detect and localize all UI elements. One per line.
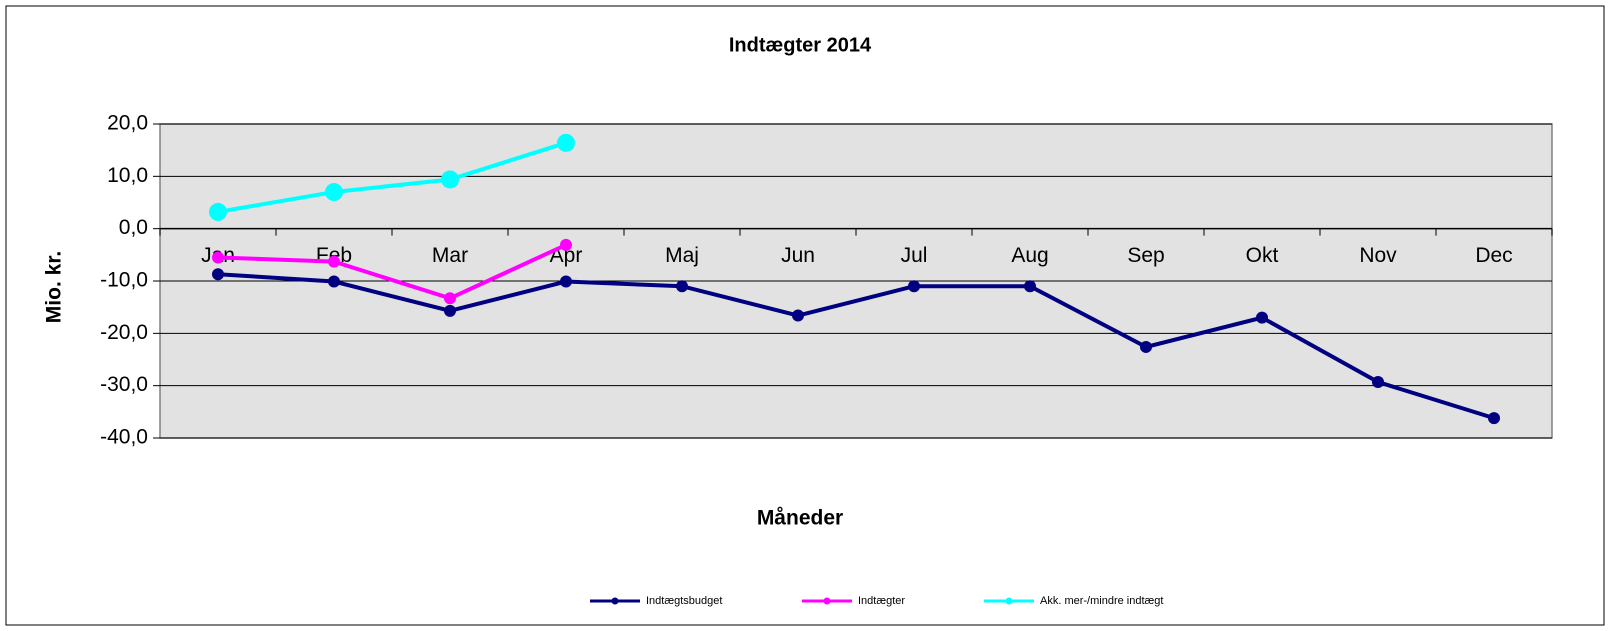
point (444, 292, 456, 305)
point (441, 170, 459, 189)
legend-marker (823, 597, 831, 605)
point (1256, 311, 1268, 324)
legend-label: Akk. mer-/mindre indtægt (1040, 595, 1163, 607)
point (328, 255, 340, 268)
point (560, 238, 572, 251)
x-tick-label: Mar (432, 244, 468, 267)
point (1488, 412, 1500, 425)
point (557, 133, 575, 152)
y-tick-label: -40,0 (100, 426, 148, 449)
point (209, 202, 227, 221)
x-tick-label: Dec (1475, 244, 1512, 267)
x-tick-label: Nov (1359, 244, 1397, 267)
y-tick-label: 0,0 (119, 216, 148, 239)
series-line (217, 243, 567, 301)
point (328, 275, 340, 288)
point (212, 251, 224, 264)
chart-title: Indtægter 2014 (729, 34, 872, 56)
point (444, 304, 456, 317)
point (325, 183, 343, 202)
point (560, 275, 572, 288)
series-line (217, 272, 1495, 421)
y-axis-label: Mio. kr. (43, 251, 66, 323)
legend-label: Indtægtsbudget (646, 595, 722, 607)
x-tick-label: Okt (1246, 244, 1279, 267)
y-tick-label: -10,0 (100, 269, 148, 292)
point (1024, 280, 1036, 293)
point (908, 280, 920, 293)
legend-marker (1005, 597, 1013, 605)
y-tick-label: 20,0 (107, 112, 148, 135)
point (212, 268, 224, 281)
x-axis-label: Måneder (757, 507, 843, 530)
series-line (217, 140, 567, 214)
x-tick-label: Aug (1011, 244, 1048, 267)
y-tick-label: -30,0 (100, 373, 148, 396)
point (1140, 340, 1152, 353)
x-tick-label: Sep (1127, 244, 1164, 267)
y-tick-label: -20,0 (100, 321, 148, 344)
point (792, 309, 804, 322)
x-tick-label: Maj (665, 244, 699, 267)
point (1372, 376, 1384, 389)
x-tick-label: Jul (901, 244, 928, 267)
point (676, 280, 688, 293)
x-tick-label: Jun (781, 244, 815, 267)
legend-marker (611, 597, 619, 605)
legend-label: Indtægter (858, 595, 905, 607)
y-tick-label: 10,0 (107, 164, 148, 187)
